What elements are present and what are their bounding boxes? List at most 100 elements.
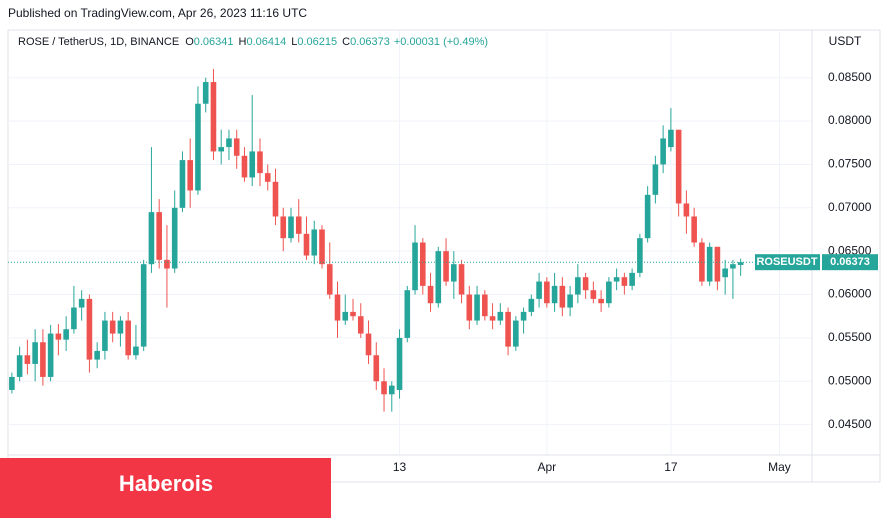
candle-body [257, 151, 263, 174]
chart-frame [7, 29, 881, 483]
y-tick-label: 0.05000 [828, 373, 872, 387]
candle-body [280, 216, 287, 239]
candle-body [551, 285, 558, 304]
candle-body [582, 277, 589, 291]
candle-body [451, 264, 457, 282]
ohlc-key: C [342, 36, 350, 48]
candle-body [288, 216, 294, 239]
candle-body [357, 316, 364, 334]
candle-body [249, 151, 256, 178]
candle-body [613, 277, 620, 282]
legend-header: ROSE / TetherUS, 1D, BINANCE O0.06341 H0.0… [18, 36, 488, 48]
candle-body [16, 355, 23, 377]
candle-body [295, 216, 302, 234]
candle-body [94, 350, 100, 360]
candle-body [668, 129, 674, 148]
candle-body [218, 147, 225, 152]
candle-body [179, 160, 186, 208]
candle-body [9, 376, 15, 390]
candle-body [644, 194, 651, 239]
candle-body [536, 281, 542, 299]
candle-body [629, 272, 635, 286]
price-label: 0.06373 [830, 256, 870, 268]
candle-body [334, 294, 341, 321]
candle-body [435, 251, 442, 304]
candle-body [590, 290, 597, 299]
candle-body [365, 333, 372, 356]
candle-body [458, 264, 465, 295]
candle-body [575, 277, 581, 295]
y-unit: USDT [829, 34, 862, 48]
candle-body [513, 320, 519, 347]
ohlc-key: O [185, 36, 194, 48]
candle-body [714, 246, 721, 282]
price-badge [822, 254, 878, 271]
candle-body [598, 298, 604, 304]
y-tick-label: 0.05500 [828, 330, 872, 344]
candle-body [683, 203, 690, 217]
candle-body [544, 281, 550, 304]
ohlc-value: 0.06215 [297, 36, 337, 48]
candle-body [706, 246, 713, 282]
candle-body [195, 103, 201, 191]
candle-body [164, 259, 170, 269]
candle-body [156, 212, 162, 260]
candle-body [210, 82, 217, 152]
y-tick-label: 0.07500 [828, 157, 872, 171]
candle-body [241, 155, 248, 178]
candle-body [388, 385, 395, 395]
candle-body [730, 264, 736, 269]
candles [8, 69, 812, 412]
candle-body [125, 320, 131, 356]
candle-body [396, 337, 403, 390]
candle-body [497, 311, 504, 321]
y-tick-label: 0.07000 [828, 200, 872, 214]
candle-body [373, 355, 380, 382]
candle-body [466, 294, 473, 321]
candle-body [691, 216, 697, 243]
candle-body [102, 320, 108, 351]
candle-body [482, 294, 488, 317]
candle-body [528, 298, 535, 312]
candle-body [350, 311, 356, 317]
candle-body [675, 129, 682, 204]
banner [0, 458, 331, 518]
candle-body [559, 285, 566, 308]
published-note: Published on TradingView.com, Apr 26, 20… [8, 6, 307, 20]
ticker-label: ROSEUSDT [756, 256, 817, 268]
overlay: Haberois [0, 458, 331, 518]
candle-body [63, 329, 69, 340]
candle-body [637, 238, 643, 273]
candle-body [24, 355, 31, 364]
header-text: ROSE / TetherUS, 1D, BINANCE O0.06341 H0.0… [18, 36, 488, 48]
ohlc-value: 0.06414 [246, 36, 286, 48]
candle-body [319, 229, 325, 265]
candle-body [233, 138, 240, 156]
candle-body [71, 307, 77, 330]
ticker-badge [755, 254, 820, 271]
candle-body [326, 264, 333, 295]
candle-body [722, 268, 728, 278]
y-tick-label: 0.08000 [828, 113, 872, 127]
candle-body [272, 181, 279, 217]
candle-body [381, 381, 387, 395]
y-tick-label: 0.06000 [828, 287, 872, 301]
candle-body [171, 207, 178, 269]
candle-body [47, 333, 54, 377]
x-tick-label: May [768, 460, 791, 474]
candle-body [474, 294, 480, 321]
candle-body [40, 342, 46, 377]
ohlc-key: L [291, 36, 297, 48]
change: +0.00031 (+0.49%) [394, 36, 488, 48]
symbol: ROSE / TetherUS, 1D, BINANCE [18, 36, 179, 48]
candle-body [78, 298, 85, 308]
candle-body [202, 82, 209, 104]
candle-body [55, 333, 62, 340]
candle-body [737, 262, 744, 265]
candle-body [187, 160, 193, 191]
candle-body [86, 298, 93, 360]
candle-body [621, 277, 628, 286]
candle-body [148, 212, 155, 265]
candle-body [443, 251, 449, 282]
